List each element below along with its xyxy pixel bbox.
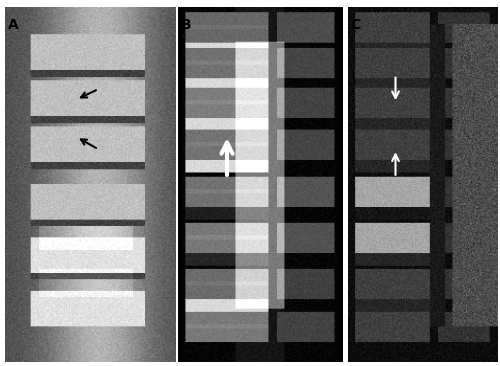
- Text: A: A: [8, 18, 19, 32]
- Text: C: C: [350, 18, 361, 32]
- Text: B: B: [181, 18, 192, 32]
